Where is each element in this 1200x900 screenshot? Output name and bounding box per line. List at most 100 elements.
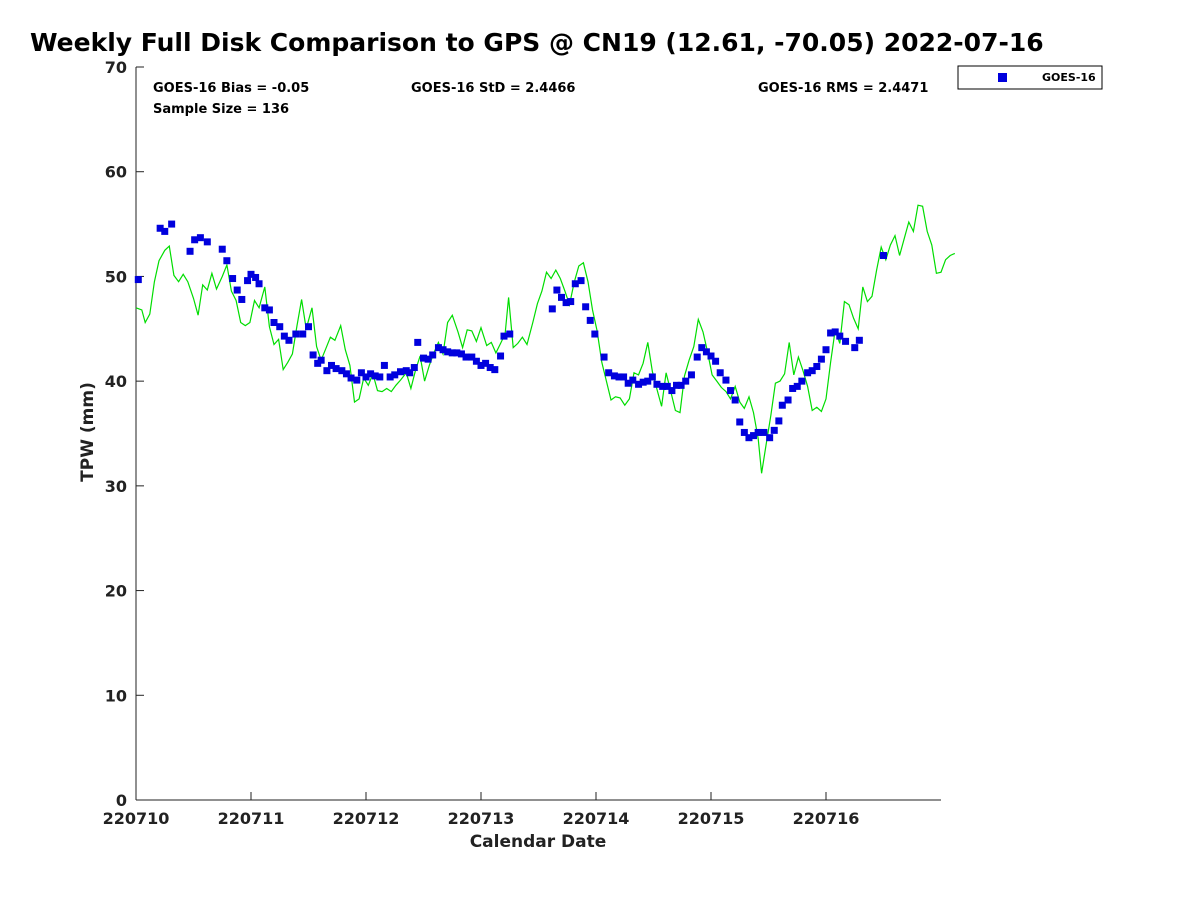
goes16-data-point bbox=[659, 382, 667, 390]
goes16-data-point bbox=[362, 373, 370, 381]
goes16-data-point bbox=[673, 381, 680, 389]
goes16-data-point bbox=[644, 377, 652, 385]
goes16-data-point bbox=[338, 367, 346, 375]
goes16-data-point bbox=[789, 384, 797, 392]
goes16-data-point bbox=[347, 374, 355, 382]
goes16-data-point bbox=[371, 372, 379, 380]
goes16-data-point bbox=[793, 382, 801, 390]
goes16-data-point bbox=[760, 428, 768, 436]
goes16-data-point bbox=[506, 330, 514, 338]
gps-line-series bbox=[135, 204, 956, 474]
goes16-data-point bbox=[548, 305, 556, 313]
goes16-data-point bbox=[851, 344, 859, 352]
std-annotation: GOES-16 StD = 2.4466 bbox=[411, 81, 575, 96]
goes16-data-point bbox=[677, 381, 685, 389]
goes16-data-point bbox=[238, 295, 246, 303]
goes16-data-point bbox=[491, 366, 499, 374]
goes16-scatter-series bbox=[134, 220, 887, 442]
goes16-data-point bbox=[357, 369, 365, 377]
goes16-data-point bbox=[562, 299, 570, 307]
goes16-data-point bbox=[668, 387, 676, 395]
goes16-data-point bbox=[444, 348, 452, 356]
goes16-data-point bbox=[842, 337, 850, 345]
gps-series-line bbox=[135, 204, 956, 474]
goes16-data-point bbox=[712, 357, 720, 365]
goes16-data-point bbox=[265, 306, 273, 314]
goes16-data-point bbox=[462, 353, 470, 361]
goes16-data-point bbox=[745, 434, 753, 442]
goes16-data-point bbox=[328, 361, 335, 369]
axes: 0 10 20 30 40 50 60 70 220710 220711 220712 220713 2… bbox=[103, 58, 941, 828]
legend-marker-goes16 bbox=[998, 73, 1007, 82]
goes16-data-point bbox=[736, 418, 744, 426]
y-tick-label: 40 bbox=[105, 372, 127, 391]
goes16-data-point bbox=[406, 369, 414, 377]
goes16-data-point bbox=[305, 323, 312, 331]
goes16-data-point bbox=[731, 396, 739, 404]
goes16-data-point bbox=[367, 370, 375, 378]
goes16-data-point bbox=[410, 364, 418, 372]
goes16-data-point bbox=[778, 401, 786, 409]
goes16-data-point bbox=[292, 330, 300, 338]
goes16-data-point bbox=[482, 359, 490, 367]
legend-label-goes16: GOES-16 bbox=[1042, 71, 1096, 84]
goes16-data-point bbox=[775, 417, 783, 425]
goes16-data-point bbox=[831, 328, 839, 336]
goes16-data-point bbox=[610, 372, 618, 380]
goes16-data-point bbox=[247, 270, 255, 278]
sample-size-annotation: Sample Size = 136 bbox=[153, 102, 289, 117]
goes16-data-point bbox=[285, 336, 293, 344]
goes16-data-point bbox=[486, 364, 494, 372]
bias-annotation: GOES-16 Bias = -0.05 bbox=[153, 81, 309, 96]
goes16-data-point bbox=[386, 373, 394, 381]
goes16-data-point bbox=[600, 353, 608, 361]
goes16-data-point bbox=[276, 323, 284, 331]
x-tick-label: 220713 bbox=[448, 809, 515, 828]
goes16-data-point bbox=[620, 373, 628, 381]
goes16-data-point bbox=[766, 434, 774, 442]
goes16-data-point bbox=[233, 286, 241, 294]
goes16-data-point bbox=[414, 338, 422, 346]
goes16-data-point bbox=[453, 349, 461, 357]
goes16-data-point bbox=[827, 329, 835, 337]
goes16-data-point bbox=[472, 357, 480, 365]
y-tick-label: 60 bbox=[105, 163, 127, 182]
goes16-data-point bbox=[813, 362, 821, 370]
stats-annotations: GOES-16 Bias = -0.05 Sample Size = 136 G… bbox=[153, 81, 928, 117]
goes16-data-point bbox=[750, 432, 758, 440]
x-tick-label: 220712 bbox=[333, 809, 400, 828]
x-tick-label: 220714 bbox=[563, 809, 630, 828]
y-tick-label: 70 bbox=[105, 58, 127, 77]
goes16-data-point bbox=[615, 373, 623, 381]
legend-box bbox=[957, 65, 1103, 90]
goes16-data-point bbox=[309, 351, 317, 359]
goes16-data-point bbox=[299, 330, 307, 338]
goes16-data-point bbox=[353, 376, 361, 384]
x-tick-label: 220716 bbox=[793, 809, 860, 828]
goes16-data-point bbox=[784, 396, 792, 404]
goes16-data-point bbox=[639, 378, 647, 386]
goes16-data-point bbox=[457, 350, 465, 358]
goes16-data-point bbox=[342, 370, 350, 378]
goes16-data-point bbox=[261, 304, 269, 312]
goes16-data-point bbox=[420, 354, 427, 362]
goes16-data-point bbox=[244, 277, 252, 285]
goes16-data-point bbox=[836, 332, 844, 340]
goes16-data-point bbox=[804, 369, 812, 377]
x-axis-label: Calendar Date bbox=[470, 832, 607, 852]
goes16-data-point bbox=[682, 377, 690, 385]
goes16-data-point bbox=[255, 280, 263, 288]
goes16-data-point bbox=[229, 275, 237, 283]
goes16-data-point bbox=[693, 353, 701, 361]
goes16-data-point bbox=[880, 251, 887, 259]
goes16-data-point bbox=[571, 280, 579, 288]
y-tick-label: 20 bbox=[105, 582, 127, 601]
goes16-data-point bbox=[196, 234, 204, 242]
goes16-data-point bbox=[429, 351, 437, 359]
goes16-data-point bbox=[770, 426, 778, 434]
goes16-data-point bbox=[439, 346, 447, 354]
goes16-data-point bbox=[161, 227, 169, 235]
goes16-data-point bbox=[397, 368, 404, 376]
goes16-data-point bbox=[817, 355, 825, 363]
